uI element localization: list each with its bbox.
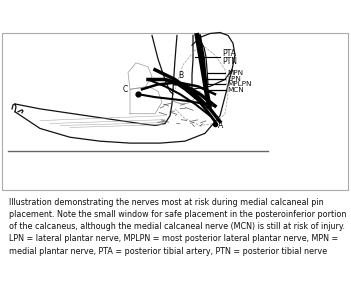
Text: Illustration demonstrating the nerves most at risk during medial calcaneal pin
p: Illustration demonstrating the nerves mo…	[9, 198, 346, 255]
Text: LPN: LPN	[227, 76, 241, 81]
Text: B: B	[178, 70, 183, 79]
Text: Figure 4: Figure 4	[5, 12, 57, 22]
Text: PTA: PTA	[222, 49, 236, 58]
Text: A: A	[218, 121, 223, 130]
Text: MPN: MPN	[227, 70, 243, 76]
Text: C: C	[123, 85, 128, 94]
Text: PTN: PTN	[222, 57, 237, 66]
Text: MPLPN: MPLPN	[227, 81, 252, 87]
Text: MCN: MCN	[227, 87, 244, 93]
